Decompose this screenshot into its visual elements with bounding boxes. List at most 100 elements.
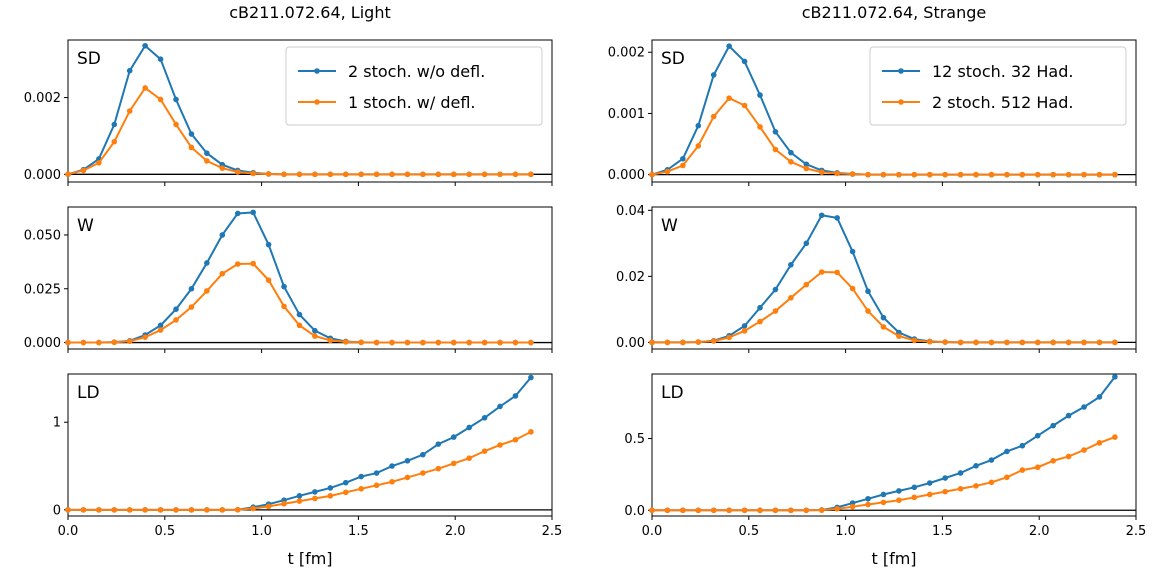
data-point [327,485,334,491]
data-point [1065,453,1072,460]
data-point [741,507,748,514]
axes-frame [651,206,1137,350]
data-point [80,507,87,513]
data-point [342,339,349,345]
data-point [219,232,226,238]
data-point [1019,171,1026,178]
data-point [957,485,964,492]
data-point [281,283,287,290]
x-axis-label: t [fm] [871,549,916,568]
data-point [880,314,887,321]
data-point [281,171,287,178]
data-point [1096,394,1103,400]
data-point [157,322,164,329]
data-point [880,324,887,330]
data-point [373,470,380,476]
data-point [757,124,763,130]
data-point [65,339,71,346]
data-point [834,170,840,177]
data-point [865,171,871,178]
data-point [373,339,380,346]
data-point [296,171,303,178]
data-point [481,171,488,178]
data-point [204,507,210,513]
data-point [818,269,825,275]
data-point [772,286,779,293]
chart-title: cB211.072.64, Light [229,3,390,22]
y-tick-label: 0.000 [608,168,645,183]
panel-label: SD [77,49,101,69]
data-point [988,457,995,463]
data-point [358,339,364,346]
y-tick-label: 0.001 [608,107,645,122]
data-point [404,457,411,464]
data-point [435,441,442,447]
data-point [142,85,148,91]
x-tick-label: 2.0 [445,524,466,539]
data-point [973,339,979,346]
y-tick-label: 0.002 [24,91,61,106]
data-point [420,470,426,476]
data-point [834,506,840,512]
data-point [942,475,948,481]
axes-frame [651,39,1137,183]
axes-frame [67,39,553,183]
data-point [450,171,457,178]
data-point [942,488,948,495]
data-point [973,483,979,489]
data-point [188,304,195,310]
data-point [111,121,118,128]
data-point [973,171,979,178]
data-point [1096,339,1103,346]
data-point [1112,434,1118,440]
data-point [695,122,702,129]
data-point [757,304,763,311]
data-point [126,507,133,513]
legend-marker [898,99,904,105]
x-tick-label: 2.5 [1126,524,1147,539]
data-point [373,171,380,178]
panel-w [648,206,1137,353]
data-point [296,322,303,329]
data-point [250,505,256,512]
data-point [1112,171,1118,178]
data-point [741,102,748,109]
data-point [1065,339,1072,346]
data-point [1065,412,1072,419]
data-point [327,337,334,344]
x-tick-label: 0.5 [738,524,759,539]
data-point [664,339,671,346]
data-point [512,393,519,399]
x-tick-label: 2.5 [542,524,563,539]
data-point [788,261,794,268]
data-point [173,121,179,128]
legend-entry: 2 stoch. w/o defl. [348,62,485,81]
data-point [250,209,256,216]
data-point [327,493,334,499]
panel-ld [64,373,553,520]
data-point [803,281,810,288]
data-point [358,473,364,480]
data-point [389,171,395,178]
panel-label: SD [661,49,685,69]
data-point [942,171,948,178]
data-point [710,113,717,120]
data-point [111,138,118,145]
data-point [96,339,102,346]
data-point [173,507,179,513]
data-point [450,460,457,467]
data-point [710,338,717,344]
data-point [988,479,995,486]
data-point [942,339,948,345]
data-point [126,108,133,114]
data-point [710,72,717,78]
data-point [389,463,395,469]
data-point [342,479,349,486]
series-line-1 [652,214,1115,344]
data-point [188,144,195,151]
data-point [281,500,287,507]
data-point [435,339,442,346]
data-point [1081,171,1087,178]
data-point [973,462,979,469]
